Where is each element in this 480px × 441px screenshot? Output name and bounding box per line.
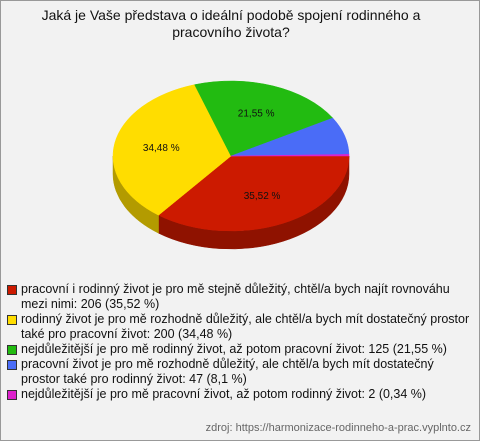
legend-item: nejdůležitější je pro mě rodinný život, … [7, 342, 473, 357]
source: zdroj: https://harmonizace-rodinneho-a-p… [205, 422, 471, 434]
slice-label: 34,48 % [143, 143, 180, 154]
legend-label: pracovní život je pro mě rozhodně důleži… [21, 357, 434, 386]
legend-label: pracovní i rodinný život je pro mě stejn… [21, 282, 450, 311]
legend-label: rodinný život je pro mě rozhodně důležit… [21, 312, 470, 341]
slice [158, 155, 350, 232]
legend-swatch [7, 390, 17, 400]
legend-item: pracovní život je pro mě rozhodně důleži… [7, 357, 473, 387]
slice [194, 80, 334, 157]
legend: pracovní i rodinný život je pro mě stejn… [7, 282, 473, 402]
legend-label: nejdůležitější je pro mě rodinný život, … [21, 342, 447, 356]
slice-label: 21,55 % [238, 109, 275, 120]
legend-item: rodinný život je pro mě rozhodně důležit… [7, 312, 473, 342]
slice [230, 154, 350, 157]
slice-label: 35,52 % [244, 191, 281, 202]
legend-swatch [7, 360, 17, 370]
legend-swatch [7, 345, 17, 355]
legend-item: nejdůležitější je pro mě pracovní život,… [7, 387, 473, 402]
slice [112, 84, 232, 216]
legend-item: pracovní i rodinný život je pro mě stejn… [7, 282, 473, 312]
chart-title: Jaká je Vaše představa o ideální podobě … [41, 7, 421, 40]
legend-swatch [7, 285, 17, 295]
legend-swatch [7, 315, 17, 325]
pie-area: 35,52 % 34,48 % 21,55 % [112, 80, 350, 250]
legend-label: nejdůležitější je pro mě pracovní život,… [21, 387, 427, 401]
